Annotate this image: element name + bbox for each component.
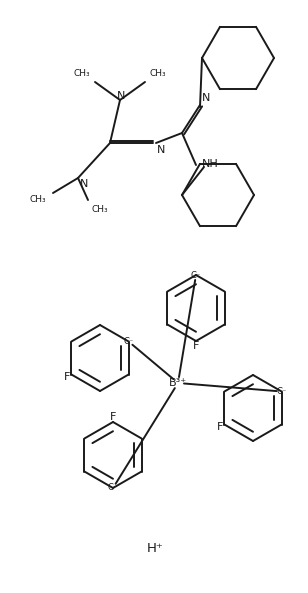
Text: F: F: [64, 372, 70, 382]
Text: C⁻: C⁻: [124, 337, 134, 346]
Text: F: F: [110, 412, 116, 422]
Text: CH₃: CH₃: [92, 206, 109, 215]
Text: C⁻: C⁻: [191, 270, 201, 279]
Text: B³⁺: B³⁺: [169, 378, 187, 388]
Text: NH: NH: [202, 159, 219, 169]
Text: N: N: [202, 93, 210, 103]
Text: C⁻: C⁻: [277, 387, 287, 396]
Text: CH₃: CH₃: [73, 69, 90, 78]
Text: N: N: [80, 179, 88, 189]
Text: N: N: [117, 91, 125, 101]
Text: CH₃: CH₃: [29, 196, 46, 205]
Text: C⁻: C⁻: [108, 483, 118, 493]
Text: F: F: [193, 341, 199, 351]
Text: N: N: [157, 145, 165, 155]
Text: CH₃: CH₃: [150, 69, 167, 78]
Text: F: F: [217, 422, 223, 432]
Text: H⁺: H⁺: [147, 541, 163, 554]
